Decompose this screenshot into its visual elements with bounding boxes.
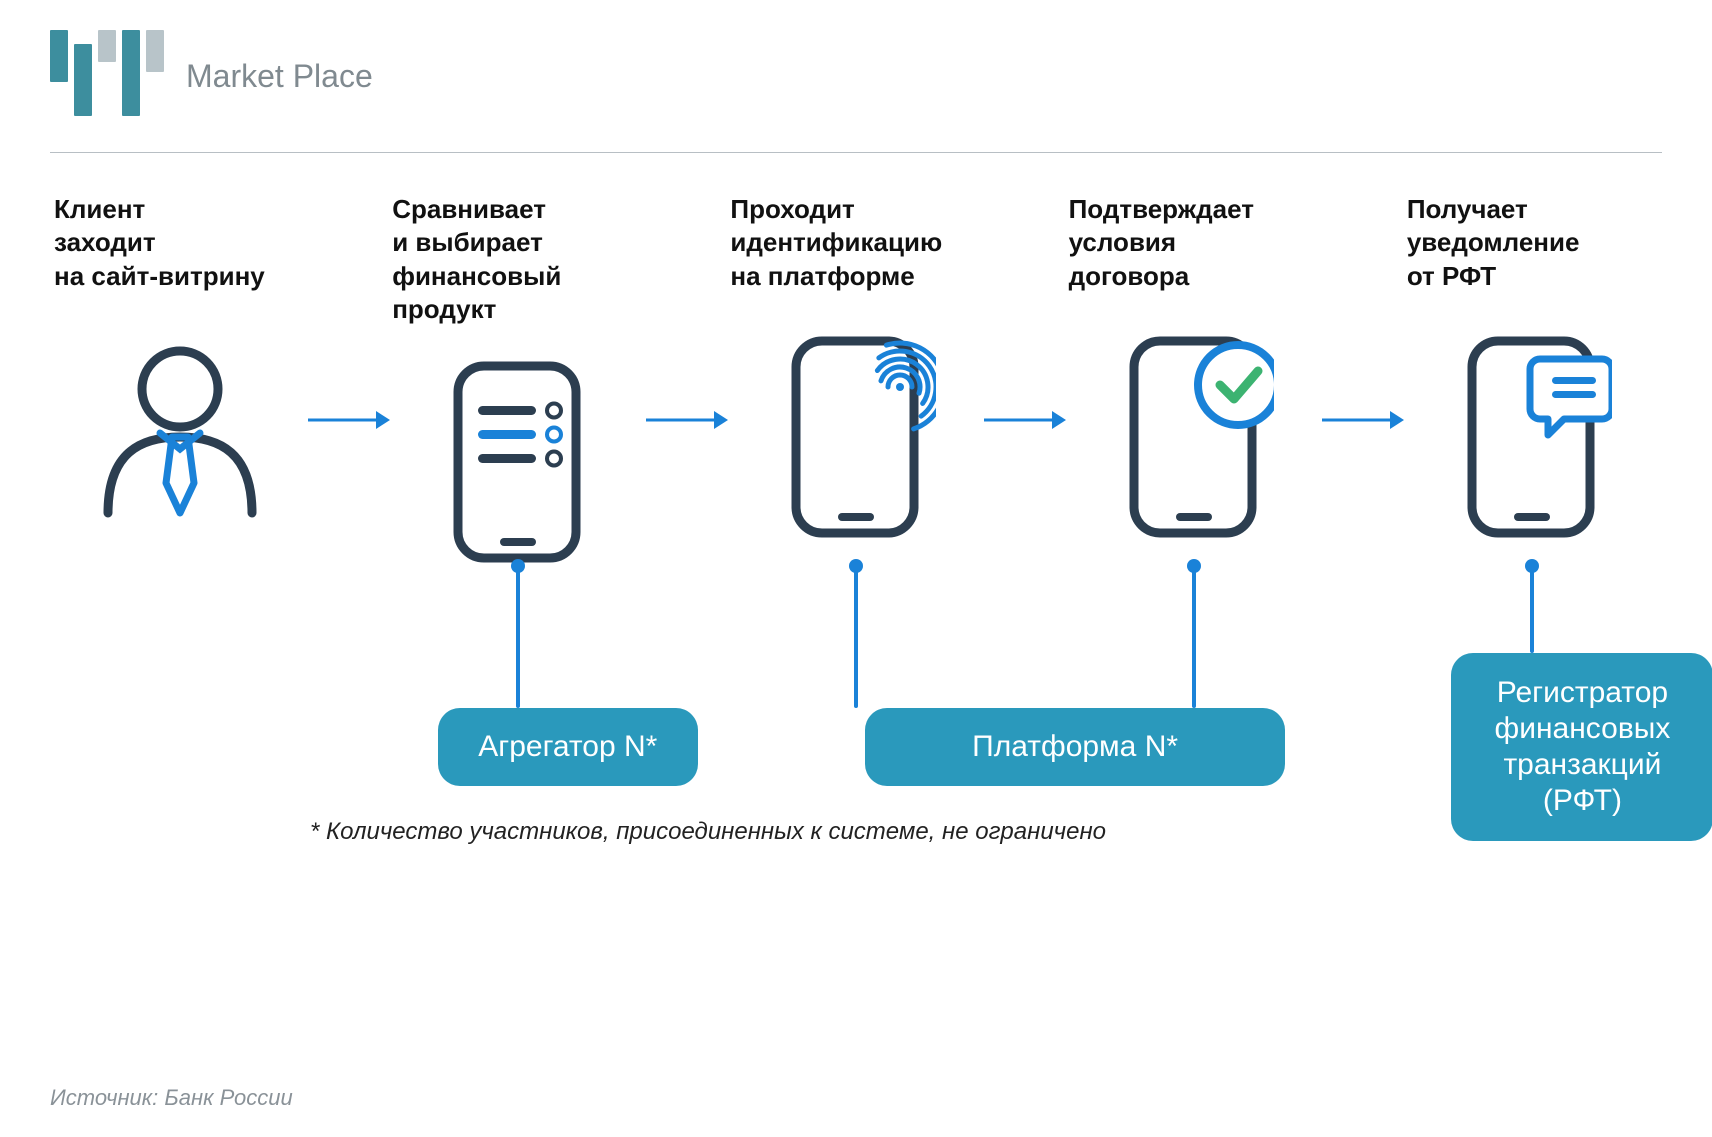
box-platform: Платформа N* [865, 708, 1285, 786]
box-rft: Регистратор финансовых транзакций (РФТ) [1451, 653, 1712, 841]
flow-step-confirm: Подтверждает условия договора [1069, 193, 1320, 553]
logo-bar [74, 44, 92, 116]
source-label: Источник: Банк России [50, 1085, 293, 1111]
connector-compare-aggregator [516, 566, 520, 708]
step-icon-slot [392, 348, 643, 578]
flow-step-client: Клиент заходит на сайт-витрину [54, 193, 305, 553]
flow-arrow [643, 407, 730, 433]
phone-fingerprint-icon [776, 333, 936, 543]
header-divider [50, 152, 1662, 153]
logo-bar [98, 30, 116, 62]
header: Market Place [50, 30, 1662, 116]
flow-arrow [982, 407, 1069, 433]
flow-arrow [1320, 407, 1407, 433]
step-label: Клиент заходит на сайт-витрину [54, 193, 305, 301]
flow-step-notify: Получает уведомление от РФТ [1407, 193, 1658, 553]
connector-confirm-platform [1192, 566, 1196, 708]
flow-step-ident: Проходит идентификацию на платформе [730, 193, 981, 553]
flow-arrow-icon [644, 407, 730, 433]
connector-notify-rft [1530, 566, 1534, 653]
connector-ident-platform [854, 566, 858, 708]
phone-check-icon [1114, 333, 1274, 543]
flow-step-compare: Сравнивает и выбирает финансовый продукт [392, 193, 643, 578]
phone-chat-icon [1452, 333, 1612, 543]
flow-row: Клиент заходит на сайт-витрину Сравнивает… [50, 193, 1662, 578]
logo-bar [50, 30, 68, 82]
page-root: Market Place Клиент заходит на сайт-витр… [0, 0, 1712, 1137]
step-label: Сравнивает и выбирает финансовый продукт [392, 193, 643, 326]
person-icon [90, 333, 270, 543]
brand-label: Market Place [186, 58, 373, 95]
flow-arrow-icon [982, 407, 1068, 433]
step-label: Получает уведомление от РФТ [1407, 193, 1658, 301]
logo-bars [50, 30, 164, 116]
step-icon-slot [1069, 323, 1320, 553]
step-label: Подтверждает условия договора [1069, 193, 1320, 301]
flow-arrow-icon [1320, 407, 1406, 433]
logo-bar [146, 30, 164, 72]
footnote: * Количество участников, присоединенных … [310, 818, 1106, 846]
flow-arrow [305, 407, 392, 433]
phone-list-icon [438, 358, 598, 568]
logo-bar [122, 30, 140, 116]
box-aggregator: Агрегатор N* [438, 708, 698, 786]
step-label: Проходит идентификацию на платформе [730, 193, 981, 301]
step-icon-slot [730, 323, 981, 553]
step-icon-slot [54, 323, 305, 553]
step-icon-slot [1407, 323, 1658, 553]
flow-arrow-icon [306, 407, 392, 433]
